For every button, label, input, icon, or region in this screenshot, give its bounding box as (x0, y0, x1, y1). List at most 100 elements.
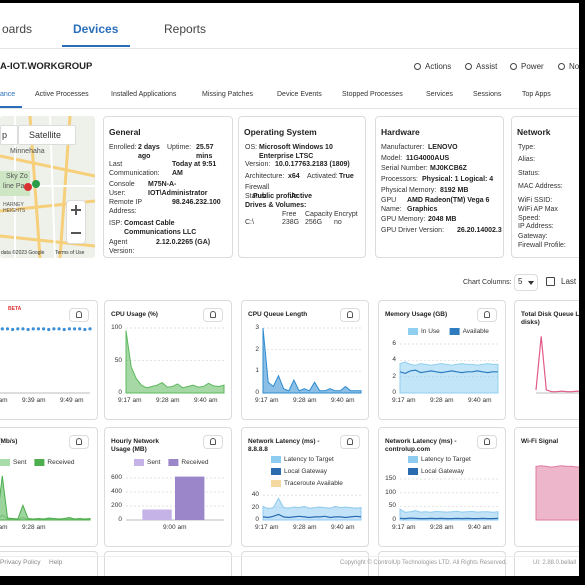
map-credit: data ©2023 Google (1, 250, 45, 256)
field-value: MJ0KCB6Z (430, 165, 467, 172)
y-tick-label: 100 (385, 488, 396, 496)
legend-label: Received (181, 458, 209, 466)
field-value: Physical: 1 Logical: 4 (422, 176, 494, 183)
x-tick-label: 9:28 am (0, 397, 8, 404)
nav-tab[interactable]: Reports (164, 22, 207, 36)
nav-divider (0, 48, 579, 49)
action-button[interactable]: Power (521, 62, 544, 71)
field-label: GPU Memory: (381, 216, 426, 223)
y-tick-label: 20 (251, 503, 259, 511)
legend-label: Traceroute Available (284, 479, 343, 487)
x-tick-label: 9:28 am (430, 397, 454, 404)
action-button[interactable]: Assist (476, 62, 498, 71)
x-tick-label: 9:39 am (22, 397, 46, 404)
footer-link[interactable]: Privacy Policy (0, 559, 41, 566)
series-line (535, 336, 579, 393)
data-point (11, 327, 15, 332)
chart-title: Network Latency (ms) - 8.8.8.8 (248, 438, 320, 453)
action-button[interactable]: Actions (425, 62, 452, 71)
card-title: Network (517, 127, 551, 137)
tab[interactable]: ance (0, 91, 16, 98)
chart-card (0, 551, 98, 576)
tab[interactable]: Services (426, 91, 453, 98)
x-tick-label: 9:40 am (331, 397, 355, 404)
legend-label: In Use (421, 327, 440, 335)
drives-cell: 256G (305, 219, 323, 226)
field-label: Manufacturer: (381, 144, 425, 151)
y-tick-label: 0 (255, 516, 259, 523)
x-tick-label: 9:40 am (194, 397, 218, 404)
y-tick-label: 40 (251, 491, 259, 499)
field-value: x64 (288, 173, 300, 180)
nav-tab[interactable]: oards (2, 22, 33, 36)
field-label: Enrolled: (109, 144, 137, 151)
time-range[interactable]: Last Ho (561, 277, 579, 286)
chart-title: Hourly Network Usage (MB) (111, 438, 160, 453)
chart-card (378, 551, 506, 576)
map-label: HEIGHTS (3, 208, 26, 214)
field-label: Gateway: (518, 233, 548, 240)
legend-swatch (449, 328, 460, 335)
beta-badge: BETA (8, 306, 22, 312)
x-tick-label: 9:28 am (156, 397, 180, 404)
chart-columns-value[interactable]: 5 (518, 277, 523, 286)
chart-title: CPU Queue Length (248, 311, 308, 318)
legend-swatch (408, 468, 418, 475)
series-line (399, 517, 499, 520)
chart-card (104, 551, 232, 576)
chart-columns-select[interactable] (514, 274, 538, 291)
tab[interactable]: Device Events (277, 91, 322, 98)
map-type-button[interactable]: p (2, 130, 8, 140)
data-point (0, 327, 4, 331)
chart-card (514, 300, 579, 420)
nav-active-underline (62, 45, 130, 47)
y-tick-label: 0 (392, 389, 396, 396)
bell-icon (484, 311, 490, 318)
tab[interactable]: Sessions (473, 91, 502, 98)
tab[interactable]: Top Apps (522, 91, 551, 98)
chart-title: Wi-Fi Signal (521, 438, 559, 445)
chart-title: Usage (Mb/s) (0, 438, 18, 445)
footer-link[interactable]: Help (49, 559, 63, 566)
field-value: 10.0.17763.2183 (1809) (275, 161, 350, 168)
tab[interactable]: Installed Applications (111, 91, 177, 98)
chart-card (514, 551, 579, 576)
series-line (399, 369, 498, 375)
field-value: 11G4000AUS (406, 155, 450, 162)
field-label: Processors: (381, 176, 418, 183)
charts-layer (0, 327, 579, 521)
nav-tab[interactable]: Devices (73, 22, 119, 36)
y-tick-label: 200 (111, 502, 122, 509)
y-tick-label: 0 (392, 516, 396, 523)
y-tick-label: 50 (388, 502, 396, 510)
field-label: Physical Memory: (381, 187, 437, 194)
y-tick-label: 0 (255, 389, 259, 396)
legend-swatch (408, 328, 418, 335)
bell-icon (76, 311, 82, 318)
drives-header: Encrypt (334, 211, 358, 218)
series-area (399, 508, 499, 521)
tab[interactable]: Active Processes (35, 91, 89, 98)
data-point (5, 327, 10, 331)
field-value: Microsoft Windows 10 Enterprise LTSC (259, 144, 333, 160)
tab-divider (0, 108, 579, 109)
tab[interactable]: Missing Patches (202, 91, 253, 98)
legend-label: Sent (147, 458, 161, 466)
bell-icon (347, 438, 353, 445)
drives-cell: C:\ (245, 219, 254, 226)
device-name: A-IOT.WORKGROUP (0, 61, 93, 72)
x-tick-label: 9:28 am (293, 397, 317, 404)
zoom-minus (71, 232, 81, 234)
drives-title: Drives & Volumes: (245, 202, 307, 209)
action-button[interactable]: Not (569, 62, 579, 71)
legend-swatch (271, 456, 281, 463)
select-caret (528, 281, 534, 285)
action-icon (558, 63, 565, 70)
y-tick-label: 400 (111, 488, 122, 495)
x-tick-label: 9:17 am (255, 397, 279, 404)
field-label: Last Communication: (109, 161, 160, 177)
tab[interactable]: Stopped Processes (342, 91, 403, 98)
map-type-button[interactable]: Satellite (29, 130, 62, 140)
general-card (103, 116, 233, 258)
